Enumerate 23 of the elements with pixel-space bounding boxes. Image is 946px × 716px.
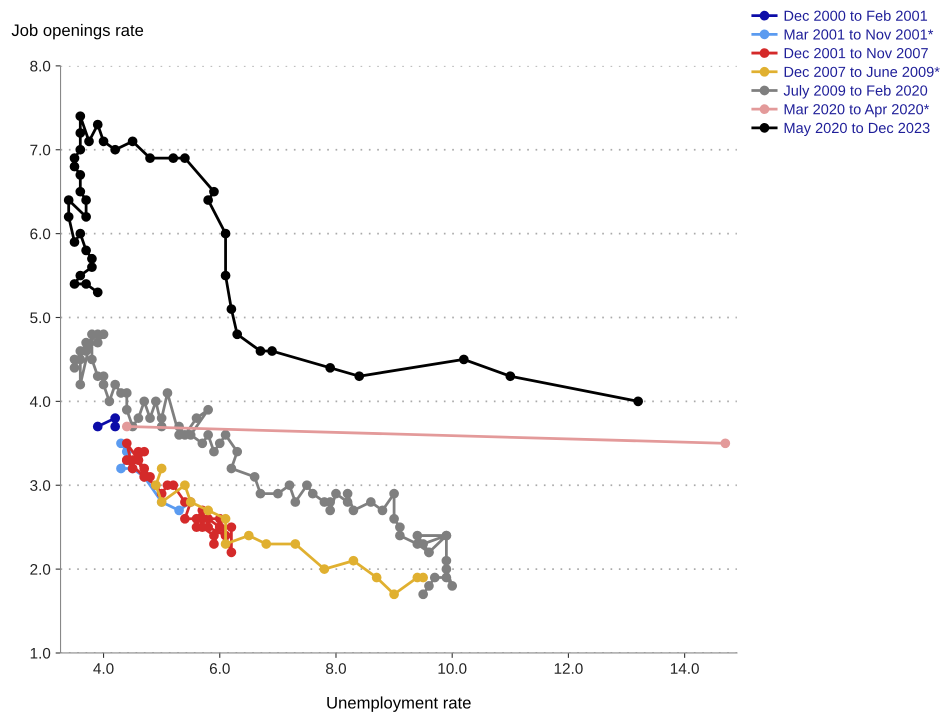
y-tick-label: 5.0 <box>30 312 50 324</box>
x-tick-label: 6.0 <box>210 663 230 674</box>
x-tick-label: 10.0 <box>438 663 466 674</box>
legend-label: Dec 2001 to Nov 2007 <box>784 48 928 58</box>
y-tick-label: 2.0 <box>30 564 50 575</box>
x-tick-label: 12.0 <box>554 663 583 674</box>
legend-label: May 2020 to Dec 2023 <box>784 122 930 136</box>
y-tick-label: 8.0 <box>30 60 50 72</box>
x-tick-label: 14.0 <box>670 663 699 674</box>
legend-label: Dec 2000 to Feb 2001 <box>784 10 928 21</box>
y-tick-label: 6.0 <box>30 228 50 240</box>
y-tick-label: 1.0 <box>30 648 50 659</box>
x-axis-title: Unemployment rate <box>327 696 471 712</box>
legend-label: Mar 2020 to Apr 2020* <box>784 104 930 118</box>
x-tick-label: 8.0 <box>326 663 346 674</box>
y-tick-label: 7.0 <box>30 144 50 156</box>
x-tick-label: 4.0 <box>93 663 114 674</box>
y-tick-label: 4.0 <box>30 396 50 408</box>
legend-label: July 2009 to Feb 2020 <box>784 85 928 99</box>
legend-label: Dec 2007 to June 2009* <box>784 66 940 78</box>
legend-label: Mar 2001 to Nov 2001* <box>784 29 934 40</box>
y-tick-label: 3.0 <box>30 480 50 491</box>
y-axis-title: Job openings rate <box>12 24 144 40</box>
